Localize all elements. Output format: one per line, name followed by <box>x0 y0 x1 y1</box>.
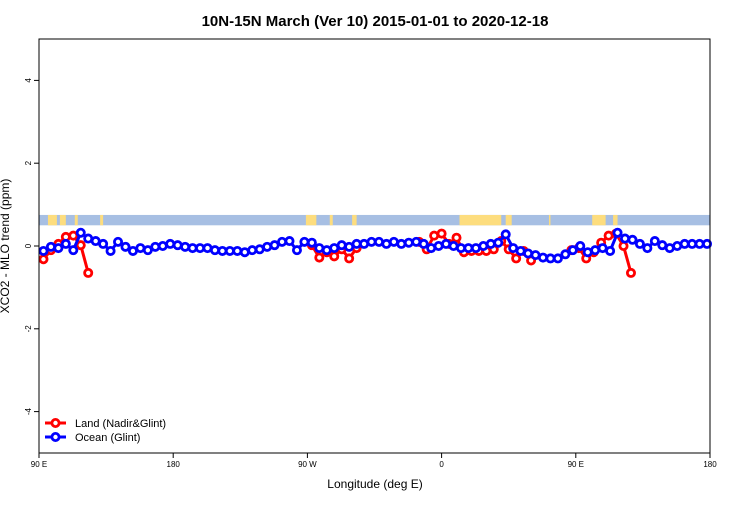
x-tick-label: 90 E <box>31 460 47 469</box>
ocean-point <box>105 245 116 256</box>
ocean-point <box>299 236 310 247</box>
ocean-point <box>702 238 713 249</box>
land-point <box>329 251 340 262</box>
ocean-point <box>68 245 79 256</box>
land-point <box>344 253 355 264</box>
land-region <box>329 214 333 226</box>
ocean-point <box>649 236 660 247</box>
land-point <box>625 267 636 278</box>
ocean-point <box>567 245 578 256</box>
ocean-point <box>165 238 176 249</box>
ocean-point <box>403 237 414 248</box>
y-axis: -4 -2 0 2 4 <box>24 78 39 415</box>
ocean-point <box>150 241 161 252</box>
ocean-point <box>605 245 616 256</box>
land-region <box>100 214 104 226</box>
x-tick-label: 90 E <box>568 460 584 469</box>
ocean-point <box>552 253 563 264</box>
land-point <box>83 267 94 278</box>
y-tick-label: 0 <box>24 243 33 248</box>
ocean-point <box>291 245 302 256</box>
ocean-point <box>232 245 243 256</box>
ocean-point <box>60 238 71 249</box>
y-tick-label: -2 <box>24 325 33 333</box>
ocean-point <box>485 238 496 249</box>
x-tick-label: 180 <box>167 460 181 469</box>
ocean-point <box>209 245 220 256</box>
ocean-point <box>247 245 258 256</box>
ocean-point <box>180 241 191 252</box>
series-layer <box>38 227 713 278</box>
legend-label: Land (Nadir&Glint) <box>75 418 166 430</box>
land-region <box>613 214 618 226</box>
land-region <box>352 214 357 226</box>
land-region <box>592 214 606 226</box>
land-region <box>47 214 57 226</box>
ocean-point <box>620 233 631 244</box>
land-point <box>511 253 522 264</box>
x-tick-label: 90 W <box>298 460 317 469</box>
land-point <box>75 240 86 251</box>
ocean-point <box>612 227 623 238</box>
ocean-point <box>575 240 586 251</box>
ocean-point <box>642 243 653 254</box>
ocean-point <box>627 234 638 245</box>
legend-marker <box>50 417 61 428</box>
land-region <box>59 214 66 226</box>
ocean-point <box>53 243 64 254</box>
legend-label: Ocean (Glint) <box>75 432 140 444</box>
ocean-point <box>262 241 273 252</box>
land-point <box>618 240 629 251</box>
ocean-point <box>537 252 548 263</box>
ocean-point <box>45 241 56 252</box>
land-region <box>459 214 502 226</box>
land-region <box>505 214 512 226</box>
ocean-point <box>500 229 511 240</box>
ocean-point <box>418 238 429 249</box>
x-tick-label: 0 <box>439 460 444 469</box>
y-tick-label: 2 <box>24 160 33 165</box>
land-point <box>314 252 325 263</box>
legend-marker <box>50 431 61 442</box>
y-tick-label: -4 <box>24 407 33 415</box>
ocean-point <box>336 240 347 251</box>
x-tick-label: 180 <box>703 460 717 469</box>
land-region <box>305 214 317 226</box>
ocean-point <box>172 240 183 251</box>
legend: Land (Nadir&Glint) Ocean (Glint) <box>45 417 166 444</box>
ocean-point <box>493 237 504 248</box>
land-ocean-band <box>39 214 710 226</box>
ocean-band <box>39 214 710 226</box>
ocean-point <box>142 245 153 256</box>
ocean-point <box>634 238 645 249</box>
ocean-point <box>396 238 407 249</box>
ocean-point <box>306 237 317 248</box>
ocean-point <box>38 245 49 256</box>
ocean-point <box>523 248 534 259</box>
land-point <box>436 228 447 239</box>
land-point <box>451 232 462 243</box>
ocean-point <box>98 238 109 249</box>
land-region <box>548 214 551 226</box>
land-point <box>38 254 49 265</box>
ocean-point <box>560 249 571 260</box>
chart-title: 10N-15N March (Ver 10) 2015-01-01 to 202… <box>202 13 549 30</box>
ocean-point <box>277 236 288 247</box>
ocean-point <box>113 236 124 247</box>
y-tick-label: 4 <box>24 78 33 83</box>
ocean-point <box>269 240 280 251</box>
ocean-point <box>120 241 131 252</box>
ocean-point <box>75 227 86 238</box>
x-axis-label: Longitude (deg E) <box>327 477 422 491</box>
x-axis: 90 E 180 90 W 0 90 E 180 <box>31 453 717 469</box>
land-region <box>74 214 78 226</box>
y-axis-label: XCO2 - MLO trend (ppm) <box>0 179 12 314</box>
ocean-point <box>284 236 295 247</box>
